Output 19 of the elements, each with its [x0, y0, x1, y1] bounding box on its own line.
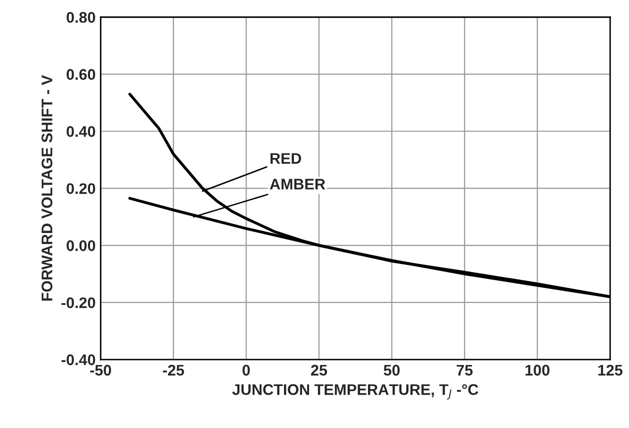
y-tick-label: 0.60 — [66, 69, 96, 80]
x-tick-label: 100 — [526, 364, 550, 376]
y-axis-title: FORWARD VOLTAGE SHIFT - V — [42, 75, 52, 301]
y-tick-label: 0.20 — [66, 183, 96, 194]
x-tick-label: -50 — [90, 364, 112, 376]
x-tick-label: 0 — [242, 364, 250, 376]
y-tick-label: 0.00 — [66, 240, 96, 252]
annotation: RED — [270, 153, 302, 164]
y-tick-label: 0.40 — [66, 126, 96, 137]
x-tick-label: 125 — [598, 364, 622, 376]
y-tick-label: -0.40 — [62, 354, 96, 366]
annotation: AMBER — [270, 178, 326, 190]
x-tick-label: 50 — [384, 364, 400, 376]
y-tick-label: 0.80 — [66, 12, 96, 23]
x-tick-label: 25 — [311, 364, 328, 376]
x-tick-label: -25 — [162, 364, 184, 376]
x-axis-title: JUNCTION TEMPERATURE, T$_{J}$ -°C — [232, 384, 478, 400]
y-tick-label: -0.20 — [62, 297, 96, 308]
x-tick-label: 75 — [456, 364, 473, 376]
